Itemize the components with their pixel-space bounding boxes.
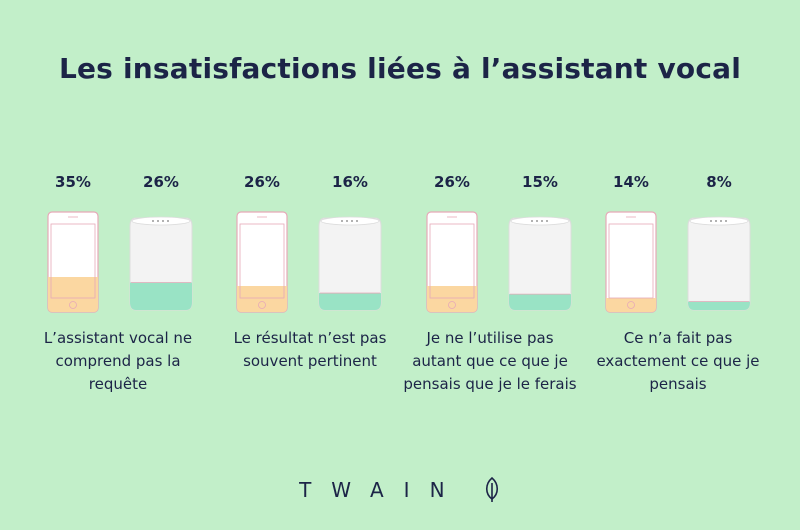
leaf-icon: [485, 476, 498, 502]
speaker-fill-bar: [509, 294, 571, 310]
caption-group-2: Le résultat n’est pas souvent pertinent: [233, 329, 387, 370]
smart-speaker-icon: [129, 216, 193, 311]
speaker-fill-bar: [688, 301, 750, 310]
speaker-percentage-label: 26%: [143, 173, 179, 191]
phone-fill-bar: [48, 277, 98, 312]
smartphone-icon: [236, 211, 288, 313]
page-title: Les insatisfactions liées à l’assistant …: [58, 52, 742, 85]
phone-fill-bar: [427, 286, 477, 312]
speaker-percentage-label: 16%: [332, 173, 368, 191]
smartphone-icon: [605, 211, 657, 313]
speaker-percentage-label: 15%: [522, 173, 558, 191]
smart-speaker-icon: [318, 216, 382, 311]
speaker-fill-bar: [319, 293, 381, 310]
phone-fill-bar: [237, 286, 287, 312]
speaker-fill-bar: [130, 282, 192, 310]
smartphone-icon: [426, 211, 478, 313]
phone-percentage-label: 35%: [55, 173, 91, 191]
phone-fill-bar: [606, 298, 656, 312]
caption-group-4: Ce n’a fait pas exactement ce que je pen…: [596, 329, 760, 393]
phone-percentage-label: 14%: [613, 173, 649, 191]
phone-percentage-label: 26%: [244, 173, 280, 191]
brand-logo: TWAIN: [0, 476, 800, 503]
caption-group-1: L’assistant vocal ne comprend pas la req…: [43, 329, 193, 393]
phone-percentage-label: 26%: [434, 173, 470, 191]
brand-name: TWAIN: [299, 477, 465, 502]
smart-speaker-icon: [508, 216, 572, 311]
chart: 35% 26% 26% 16% 26% 15% 14% 8%: [47, 173, 751, 313]
smart-speaker-icon: [687, 216, 751, 311]
smartphone-icon: [47, 211, 99, 313]
speaker-percentage-label: 8%: [706, 173, 731, 191]
caption-group-3: Je ne l’utilise pas autant que ce que je…: [403, 329, 577, 393]
